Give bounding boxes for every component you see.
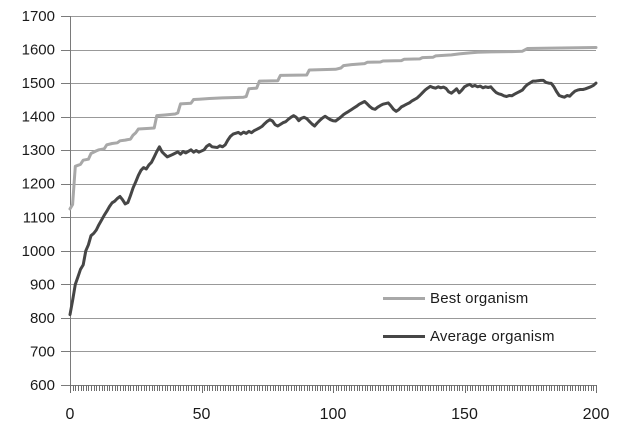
y-axis-label-1500: 1500 (22, 75, 55, 92)
x-axis-labels: 0 50 100 150 200 (66, 406, 610, 423)
x-axis-label-100: 100 (320, 406, 347, 423)
y-axis-label-1600: 1600 (22, 42, 55, 59)
y-axis-labels: 600 700 800 900 1000 1100 1200 1300 1400 1500 1600… (22, 8, 55, 394)
y-axis-label-1400: 1400 (22, 109, 55, 126)
legend-label-average: Average organism (430, 327, 555, 345)
y-axis-label-800: 800 (30, 310, 55, 327)
x-axis-label-200: 200 (583, 406, 610, 423)
y-axis-label-1000: 1000 (22, 243, 55, 260)
legend-line-sample-best (383, 296, 425, 300)
series-line-average-organism (68, 78, 598, 317)
x-axis-label-50: 50 (193, 406, 211, 423)
legend-label-best: Best organism (430, 289, 529, 307)
y-axis-label-700: 700 (30, 343, 55, 360)
y-axis-label-1300: 1300 (22, 142, 55, 159)
chart-legend: Best organism Average organism (383, 289, 555, 345)
series-line-best-organism (68, 46, 598, 211)
y-axis-label-1700: 1700 (22, 8, 55, 25)
y-axis-label-600: 600 (30, 377, 55, 394)
y-axis-label-900: 900 (30, 276, 55, 293)
x-axis-label-150: 150 (451, 406, 478, 423)
x-minor-tick-comb (70, 385, 597, 393)
legend-line-sample-average (383, 334, 425, 338)
y-axis-label-1100: 1100 (23, 209, 55, 226)
x-axis-label-0: 0 (66, 406, 75, 423)
legend-entry-best-organism: Best organism (383, 289, 555, 307)
data-series (68, 46, 598, 317)
legend-entry-average-organism: Average organism (383, 327, 555, 345)
y-axis-label-1200: 1200 (22, 176, 55, 193)
